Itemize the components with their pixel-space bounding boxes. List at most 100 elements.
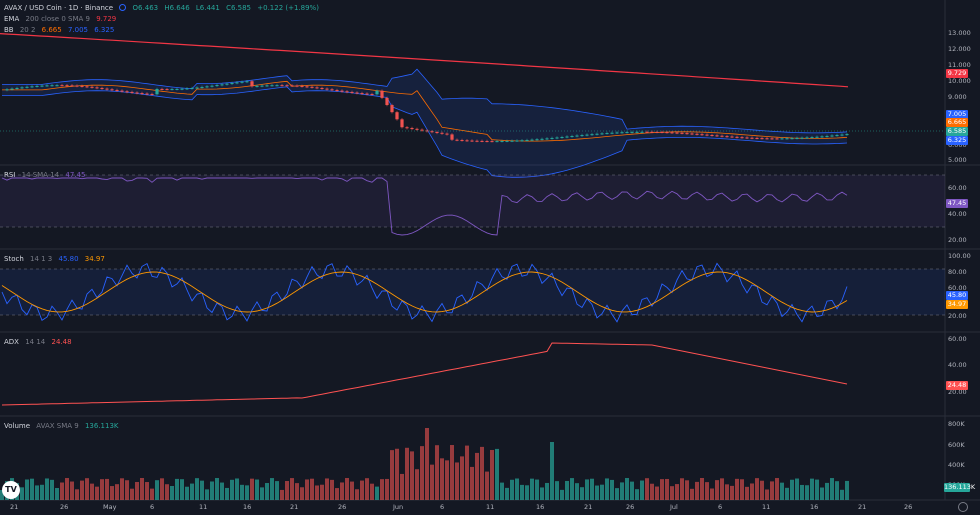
- candle-body: [625, 132, 629, 134]
- volume-bar: [50, 479, 54, 500]
- candle-body: [225, 83, 229, 85]
- volume-bar: [585, 479, 589, 500]
- candle-body: [795, 137, 799, 139]
- candle-body: [540, 138, 544, 140]
- volume-bar: [590, 478, 594, 500]
- candle-body: [320, 87, 324, 89]
- volume-bar: [760, 480, 764, 500]
- gear-icon[interactable]: [958, 502, 968, 512]
- volume-bar: [155, 480, 159, 500]
- rsi-legend[interactable]: RSI 14 SMA 14 47.45: [4, 171, 89, 180]
- volume-bar: [830, 478, 834, 500]
- candle-body: [465, 140, 469, 142]
- time-axis-label: 11: [762, 503, 771, 511]
- volume-bar: [240, 484, 244, 500]
- volume-bar: [270, 478, 274, 500]
- volume-bar: [825, 482, 829, 500]
- candle-body: [555, 137, 559, 139]
- volume-legend[interactable]: Volume AVAX SMA 9 136.113K: [4, 422, 123, 431]
- volume-bar: [705, 482, 709, 500]
- volume-bar: [150, 488, 154, 500]
- bb-label: BB: [4, 26, 14, 34]
- stoch-d-line: [1, 271, 848, 313]
- candle-body: [360, 93, 364, 95]
- volume-bar: [540, 487, 544, 500]
- volume-bar: [145, 482, 149, 500]
- stoch-d-value: 34.97: [84, 255, 105, 263]
- candle-body: [335, 89, 339, 91]
- candle-body: [675, 132, 679, 134]
- stoch-band: [0, 269, 945, 315]
- time-axis-label: 26: [626, 503, 635, 511]
- candle-body: [395, 112, 399, 120]
- volume-bar: [315, 485, 319, 500]
- volume-tag: 136.113K: [944, 483, 976, 492]
- adx-legend[interactable]: ADX 14 14 24.48: [4, 338, 76, 347]
- volume-bar: [820, 487, 824, 500]
- candle-body: [590, 134, 594, 136]
- volume-bar: [505, 487, 509, 500]
- volume-bar: [415, 469, 419, 500]
- volume-bar: [720, 478, 724, 500]
- candle-body: [365, 93, 369, 95]
- volume-bar: [610, 479, 614, 500]
- tradingview-logo[interactable]: TV: [2, 481, 20, 499]
- candle-body: [570, 136, 574, 138]
- volume-axis-label: 600K: [948, 441, 965, 449]
- candle-body: [410, 128, 414, 130]
- candle-body: [725, 136, 729, 138]
- volume-bar: [605, 478, 609, 500]
- volume-label: Volume: [4, 422, 31, 430]
- candle-body: [370, 93, 374, 95]
- volume-bar: [285, 481, 289, 500]
- candle-body: [810, 137, 814, 139]
- volume-bar: [670, 486, 674, 500]
- symbol-title[interactable]: AVAX / USD Coin · 1D · Binance: [4, 4, 114, 12]
- volume-bar: [440, 458, 444, 500]
- ema-price-tag: 9.729: [946, 69, 968, 78]
- candle-body: [185, 88, 189, 90]
- stoch-k-line: [1, 262, 848, 323]
- volume-bar: [710, 488, 714, 500]
- candle-body: [200, 86, 204, 88]
- volume-bar: [360, 480, 364, 500]
- candle-body: [680, 132, 684, 134]
- ema-legend[interactable]: EMA 200 close 0 SMA 9 9.729: [4, 15, 120, 24]
- volume-bar: [750, 483, 754, 500]
- bb-legend[interactable]: BB 20 2 6.665 7.005 6.325: [4, 26, 118, 35]
- stoch-legend[interactable]: Stoch 14 1 3 45.80 34.97: [4, 255, 109, 264]
- candle-body: [655, 131, 659, 133]
- volume-bar: [0, 490, 4, 500]
- volume-bar: [435, 445, 439, 500]
- volume-bar: [385, 478, 389, 500]
- candle-body: [290, 85, 294, 87]
- candle-body: [500, 141, 504, 143]
- volume-bar: [595, 485, 599, 500]
- volume-bar: [835, 481, 839, 500]
- stoch-axis-label: 80.00: [948, 268, 967, 276]
- volume-bar: [490, 449, 494, 500]
- bb-params: 20 2: [19, 26, 36, 34]
- volume-bar: [430, 464, 434, 500]
- time-axis-label: 21: [858, 503, 867, 511]
- adx-axis-label: 40.00: [948, 361, 967, 369]
- volume-bar: [700, 478, 704, 500]
- bb-upper-line: [2, 68, 848, 134]
- rsi-axis-label: 40.00: [948, 210, 967, 218]
- time-axis-label: Jul: [670, 503, 678, 511]
- candle-body: [245, 81, 249, 83]
- volume-bar: [290, 478, 294, 500]
- candle-body: [445, 133, 449, 135]
- volume-bar: [215, 478, 219, 500]
- candle-body: [375, 90, 379, 95]
- volume-bar: [510, 479, 514, 500]
- volume-bar: [815, 479, 819, 500]
- candle-body: [825, 135, 829, 137]
- visibility-icon[interactable]: [119, 4, 127, 11]
- candle-body: [285, 85, 289, 87]
- candle-body: [585, 134, 589, 136]
- adx-axis-label: 20.00: [948, 388, 967, 396]
- adx-params: 14 14: [25, 338, 46, 346]
- volume-bar: [495, 448, 499, 500]
